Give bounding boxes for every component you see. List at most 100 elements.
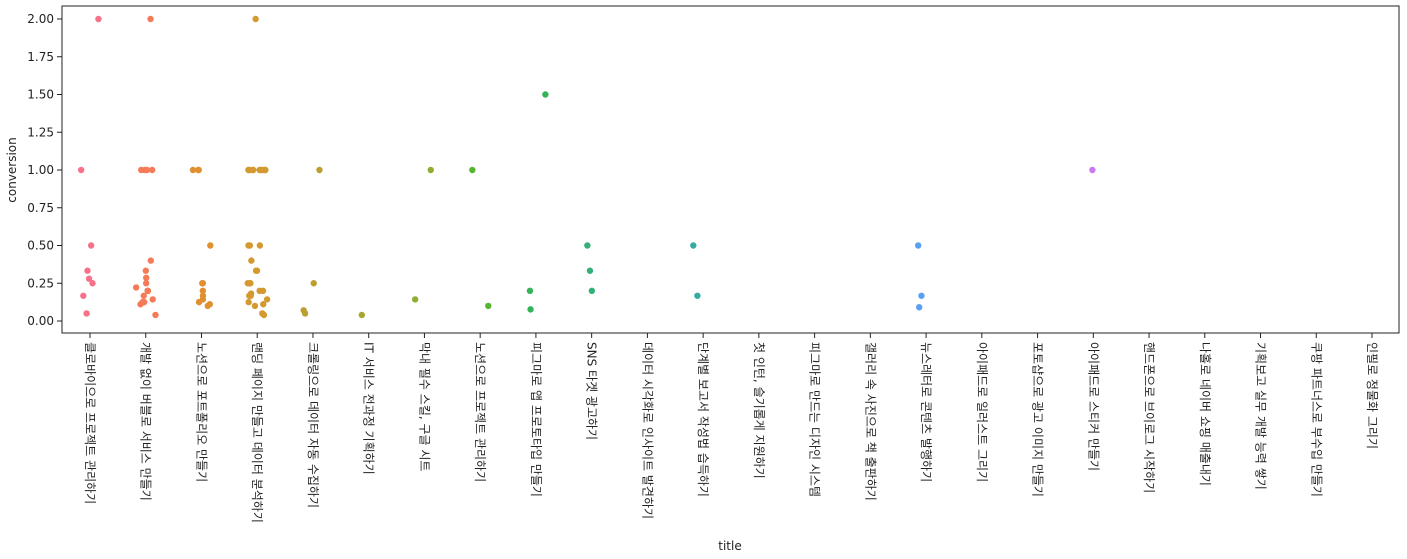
data-point: [1089, 166, 1096, 174]
x-axis-title: title: [718, 539, 741, 553]
data-point: [199, 280, 207, 287]
x-tick-label: 노션으로 프로젝트 관리하기: [473, 342, 487, 482]
data-point: [245, 298, 252, 306]
data-point: [248, 257, 255, 264]
x-tick-label: 클로바이으로 프로젝트 관리하기: [83, 342, 97, 504]
data-point: [144, 287, 152, 294]
data-point: [310, 280, 317, 287]
data-point: [84, 267, 91, 274]
data-point: [301, 310, 309, 317]
data-point: [89, 280, 96, 287]
data-point: [918, 292, 925, 299]
x-tick-label: 피그마로 앱 프로토타입 만들기: [529, 342, 543, 497]
data-point: [694, 292, 701, 299]
data-point: [260, 301, 267, 308]
data-point: [584, 242, 591, 249]
y-tick-label: 0.00: [27, 314, 54, 328]
y-tick-label: 1.25: [27, 125, 54, 139]
y-tick-label: 0.50: [27, 239, 54, 253]
y-tick-label: 1.50: [27, 88, 54, 102]
x-tick-label: 노션으로 포트폴리오 만들기: [194, 342, 208, 482]
data-point: [199, 287, 207, 294]
data-point: [137, 166, 145, 174]
data-point: [316, 166, 323, 174]
data-point: [80, 292, 87, 299]
data-point: [77, 166, 85, 174]
data-point: [147, 15, 154, 23]
x-tick-label: 개발 없이 버블로 서비스 만들기: [139, 342, 153, 501]
y-tick-label: 1.00: [27, 163, 54, 177]
x-tick-label: 나홀로 네이버 쇼핑 매출내기: [1198, 342, 1212, 486]
data-point: [142, 267, 150, 274]
data-point: [152, 311, 159, 319]
y-tick-label: 0.25: [27, 276, 54, 290]
x-tick-label: 쿠팡 파트너스로 부수입 만들기: [1309, 342, 1323, 497]
data-point: [916, 304, 923, 311]
data-point: [147, 257, 154, 264]
x-tick-label: 피그마로 만드는 디자인 시스템: [808, 342, 822, 497]
data-points: [77, 15, 1096, 319]
x-tick-label: SNS 타겟 광고하기: [585, 342, 599, 440]
data-point: [256, 242, 264, 249]
data-point: [245, 292, 253, 299]
x-tick-label: IT 서비스 전과정 기획하기: [362, 342, 376, 475]
data-point: [258, 166, 266, 174]
data-point: [137, 301, 144, 308]
y-axis-title: conversion: [5, 137, 19, 203]
data-point: [83, 310, 90, 317]
data-point: [260, 311, 268, 319]
data-point: [189, 166, 197, 174]
y-tick-label: 1.75: [27, 50, 54, 64]
data-point: [249, 166, 257, 174]
data-point: [252, 15, 259, 23]
x-tick-label: 갤러리 속 사진으로 책 출판하기: [863, 342, 878, 501]
x-tick-label: 데이터 시각화로 인사이트 발견하기: [640, 342, 654, 519]
data-point: [914, 242, 922, 249]
x-tick-label: 첫 인턴, 슬기롭게 지원하기: [752, 342, 766, 479]
x-tick-label: 단계별 보고서 작성법 습득하기: [696, 342, 710, 497]
y-axis: 0.00 0.25 0.50 0.75 1.00 1.25 1.50 1.75 2.00: [27, 12, 62, 328]
x-tick-label: 인필로 정물화 그리기: [1365, 342, 1379, 449]
data-point: [586, 267, 594, 274]
x-tick-label: 크롤링으로 데이터 자동 수집하기: [306, 342, 320, 508]
data-point: [87, 242, 95, 249]
x-tick-label: 랜딩 페이지 만들고 데이터 분석하기: [250, 342, 264, 523]
data-point: [263, 296, 271, 303]
x-tick-label: 아이패드로 일러스트 그리기: [975, 342, 989, 482]
data-point: [427, 166, 434, 174]
data-point: [207, 242, 214, 249]
data-point: [140, 292, 147, 299]
data-point: [588, 287, 596, 294]
data-point: [259, 287, 267, 294]
data-point: [245, 166, 252, 174]
y-tick-label: 2.00: [27, 12, 54, 26]
data-point: [358, 311, 366, 319]
data-point: [251, 302, 259, 310]
data-point: [469, 166, 476, 174]
data-point: [526, 287, 534, 294]
data-point: [527, 306, 534, 313]
data-point: [542, 91, 549, 98]
plot-area: [61, 5, 1400, 334]
data-point: [204, 302, 211, 310]
x-tick-label: 뉴스레터로 콘텐츠 발행하기: [919, 342, 934, 482]
data-point: [195, 298, 203, 306]
x-tick-label: 포토샵으로 광고 이미지 만들기: [1031, 342, 1045, 497]
data-point: [411, 296, 419, 303]
data-point: [194, 166, 202, 174]
data-point: [690, 242, 697, 249]
data-point: [246, 280, 254, 287]
data-point: [245, 242, 252, 249]
data-point: [85, 275, 93, 282]
x-tick-label: 막내 필수 스킬, 구글 시트: [417, 342, 431, 471]
x-tick-label: 기획보고 실무 개발 능력 쌓기: [1254, 342, 1268, 490]
x-tick-label: 핸드폰으로 브이로그 시작하기: [1142, 342, 1157, 493]
data-point: [485, 302, 492, 310]
x-axis: 클로바이으로 프로젝트 관리하기 개발 없이 버블로 서비스 만들기 노션으로 포트…: [83, 333, 1379, 523]
data-point: [132, 284, 140, 291]
data-point: [149, 296, 156, 303]
x-tick-label: 아이패드로 스티커 만들기: [1086, 342, 1100, 471]
data-point: [142, 280, 150, 287]
data-point: [149, 166, 156, 174]
